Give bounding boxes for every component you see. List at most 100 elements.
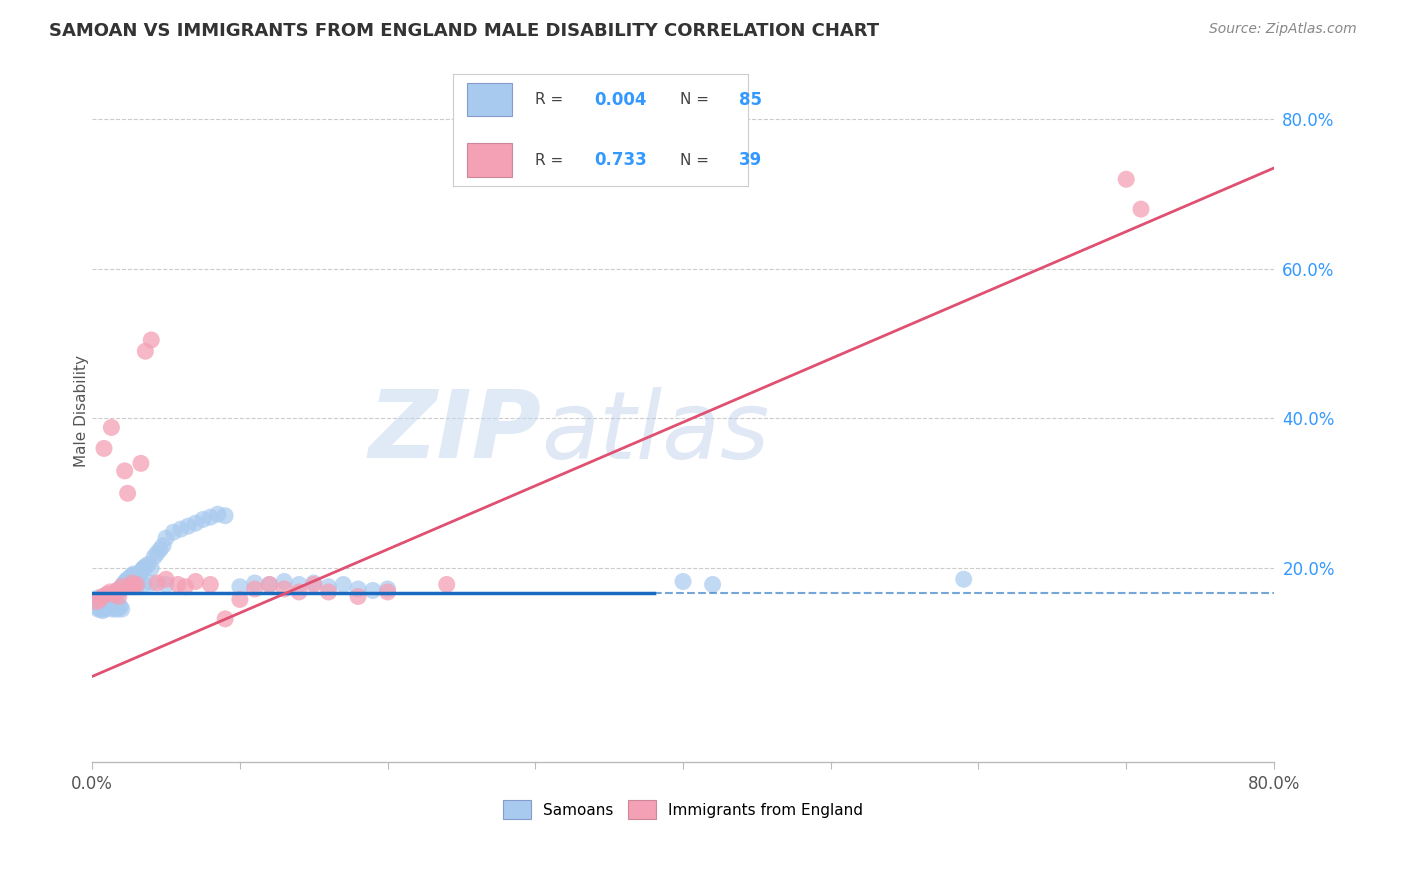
Point <box>117 572 139 586</box>
Point <box>132 577 155 591</box>
Point <box>114 464 136 478</box>
Point <box>93 599 115 613</box>
Point <box>96 587 118 601</box>
Point <box>672 574 695 589</box>
Point <box>129 565 152 579</box>
Point <box>273 574 295 589</box>
Point <box>96 592 118 607</box>
Point <box>229 592 252 607</box>
Point <box>122 580 145 594</box>
Point <box>155 577 177 591</box>
Point <box>702 577 724 591</box>
Point <box>166 577 188 591</box>
Point <box>152 539 174 553</box>
Point <box>105 583 128 598</box>
Point <box>1115 172 1137 186</box>
Point <box>121 576 143 591</box>
Point <box>141 576 163 591</box>
Point <box>127 568 149 582</box>
Point <box>89 597 111 611</box>
Point <box>105 583 128 598</box>
Point <box>170 522 193 536</box>
Point <box>347 582 370 596</box>
Point <box>134 559 156 574</box>
Point <box>259 577 281 591</box>
Point <box>149 542 172 557</box>
Point <box>174 580 197 594</box>
Point <box>98 585 121 599</box>
Point <box>100 420 122 434</box>
Point <box>93 442 115 456</box>
Point <box>143 549 166 564</box>
Point <box>141 561 163 575</box>
Point <box>347 590 370 604</box>
Point <box>288 577 311 591</box>
Point <box>243 582 266 596</box>
Point <box>111 580 134 594</box>
Point <box>107 599 129 613</box>
Point <box>93 595 115 609</box>
Point <box>107 585 129 599</box>
Point <box>162 525 184 540</box>
Point <box>214 612 236 626</box>
Point <box>90 597 112 611</box>
Point <box>122 567 145 582</box>
Point <box>131 562 153 576</box>
Point <box>184 574 207 589</box>
Point <box>107 590 129 604</box>
Y-axis label: Male Disability: Male Disability <box>73 355 89 467</box>
Point <box>377 585 399 599</box>
Point <box>155 531 177 545</box>
Point <box>952 572 974 586</box>
Point <box>136 558 159 572</box>
Point <box>86 599 108 614</box>
Point <box>103 591 125 605</box>
Point <box>87 602 110 616</box>
Point <box>229 580 252 594</box>
Point <box>89 592 111 607</box>
Text: Source: ZipAtlas.com: Source: ZipAtlas.com <box>1209 22 1357 37</box>
Point <box>89 592 111 607</box>
Point <box>121 568 143 582</box>
Point <box>1130 202 1153 216</box>
Point <box>134 344 156 359</box>
Point <box>91 599 114 614</box>
Point <box>146 576 169 591</box>
Point <box>101 602 124 616</box>
Point <box>112 577 135 591</box>
Point <box>332 577 354 591</box>
Point <box>104 599 127 614</box>
Point <box>98 590 121 604</box>
Point <box>361 583 384 598</box>
Point <box>110 582 132 596</box>
Point <box>141 333 163 347</box>
Text: atlas: atlas <box>541 386 769 477</box>
Point <box>91 590 114 604</box>
Point <box>86 595 108 609</box>
Point <box>302 576 325 591</box>
Point <box>97 591 120 605</box>
Point <box>318 585 340 599</box>
Point <box>111 580 134 594</box>
Point <box>110 599 132 614</box>
Point <box>259 577 281 591</box>
Point <box>177 519 200 533</box>
Point <box>288 585 311 599</box>
Point <box>100 599 122 614</box>
Point <box>200 510 222 524</box>
Point <box>100 587 122 601</box>
Point <box>120 570 142 584</box>
Point <box>207 507 229 521</box>
Point <box>87 591 110 605</box>
Point <box>243 576 266 591</box>
Point <box>97 597 120 611</box>
Point <box>128 567 150 582</box>
Point <box>94 602 117 616</box>
Point <box>132 561 155 575</box>
Point <box>103 587 125 601</box>
Point <box>146 546 169 560</box>
Point <box>377 582 399 596</box>
Point <box>318 580 340 594</box>
Point <box>101 589 124 603</box>
Point <box>118 576 141 591</box>
